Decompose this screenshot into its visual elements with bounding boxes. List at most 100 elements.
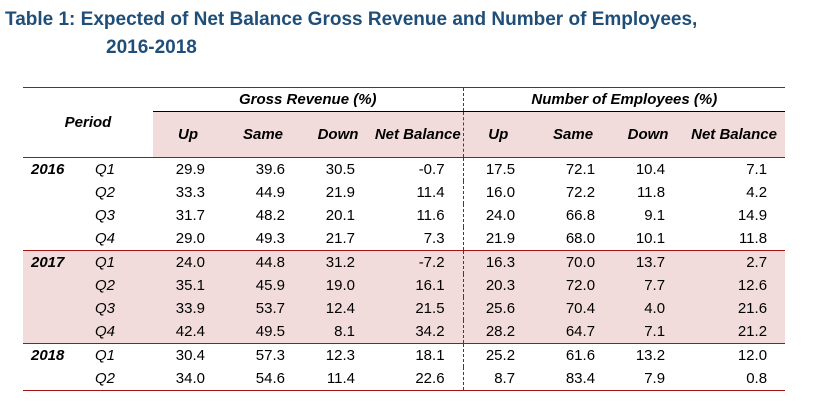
value-cell: 42.4 xyxy=(175,323,205,340)
value-cell: 13.2 xyxy=(613,343,684,367)
value-cell: 21.9 xyxy=(325,184,355,201)
value-cell: 8.1 xyxy=(334,323,355,340)
value-cell: 4.0 xyxy=(644,300,666,317)
value-cell: 14.9 xyxy=(737,207,768,224)
value-cell: 66.8 xyxy=(565,207,596,224)
value-cell: 28.2 xyxy=(485,323,516,340)
year-cell xyxy=(23,367,93,391)
table-row: Q2 33.3 44.9 21.9 11.4 16.0 72.2 11.8 4.2 xyxy=(23,181,785,204)
value-cell: 49.3 xyxy=(255,230,285,247)
table-row: Q2 35.1 45.9 19.0 16.1 20.3 72.0 7.7 12.6 xyxy=(23,274,786,297)
quarter-cell: Q1 xyxy=(93,343,153,367)
value-cell: 19.0 xyxy=(325,277,355,294)
table-row: 2016 Q1 29.9 39.6 30.5 -0.7 17.5 72.1 10.4 7.1 xyxy=(23,157,786,181)
table-row: Q3 31.7 48.2 20.1 11.6 24.0 66.8 9.1 14.9 xyxy=(23,204,785,227)
value-cell: 4.2 xyxy=(746,184,768,201)
value-cell: 13.7 xyxy=(613,250,684,274)
value-cell: 2.7 xyxy=(683,250,786,274)
value-cell: 11.8 xyxy=(738,230,768,247)
value-cell: 12.6 xyxy=(737,277,768,294)
value-cell: 48.2 xyxy=(255,207,285,224)
value-cell: 68.0 xyxy=(565,230,596,247)
quarter-cell: Q2 xyxy=(93,367,153,391)
gross-revenue-header: Gross Revenue (%) xyxy=(153,87,464,112)
value-cell: 64.7 xyxy=(565,323,596,340)
value-cell: 30.5 xyxy=(303,157,373,181)
value-cell: 0.8 xyxy=(683,367,786,391)
value-cell: 12.0 xyxy=(683,343,786,367)
table-row: Q4 42.4 49.5 8.1 34.2 28.2 64.7 7.1 21.2 xyxy=(23,320,786,344)
table-row: Q2 34.0 54.6 11.4 22.6 8.7 83.4 7.9 0.8 xyxy=(23,367,786,391)
value-cell: 20.3 xyxy=(485,277,516,294)
col-down-emp: Down xyxy=(627,125,669,143)
value-cell: 34.0 xyxy=(153,367,223,391)
value-cell: 17.5 xyxy=(463,157,534,181)
value-cell: 20.1 xyxy=(325,207,355,224)
value-cell: 16.1 xyxy=(373,274,464,297)
value-cell: 16.3 xyxy=(463,250,534,274)
value-cell: 33.3 xyxy=(175,184,205,201)
value-cell: 54.6 xyxy=(223,367,303,391)
col-down-gross: Down xyxy=(317,125,359,143)
value-cell: 7.1 xyxy=(644,323,666,340)
value-cell: 25.2 xyxy=(463,343,534,367)
value-cell: 35.1 xyxy=(175,277,205,294)
value-cell: 9.1 xyxy=(644,207,666,224)
year-cell: 2016 xyxy=(23,157,93,181)
value-cell: 10.1 xyxy=(635,230,666,247)
value-cell: 11.4 xyxy=(373,181,464,204)
employees-header: Number of Employees (%) xyxy=(463,87,786,112)
value-cell: 7.3 xyxy=(373,227,464,251)
col-net-emp: Net Balance xyxy=(691,125,777,143)
value-cell: 8.7 xyxy=(463,367,534,391)
quarter-cell: Q4 xyxy=(95,323,116,340)
quarter-cell: Q1 xyxy=(93,157,153,181)
col-same-gross: Same xyxy=(242,125,284,143)
period-header: Period xyxy=(23,87,153,158)
value-cell: 11.6 xyxy=(373,204,464,227)
value-cell: 53.7 xyxy=(255,300,285,317)
table-body: 2016 Q1 29.9 39.6 30.5 -0.7 17.5 72.1 10.4 7.1 Q2 3… xyxy=(23,157,786,391)
quarter-cell: Q4 xyxy=(95,230,116,247)
year-cell xyxy=(23,297,93,320)
value-cell: -0.7 xyxy=(373,157,464,181)
quarter-cell: Q2 xyxy=(95,277,116,294)
year-cell xyxy=(23,274,93,297)
year-cell xyxy=(23,181,93,204)
year-cell xyxy=(23,227,93,251)
value-cell: 44.8 xyxy=(223,250,303,274)
value-cell: 70.4 xyxy=(565,300,596,317)
value-cell: 12.4 xyxy=(325,300,355,317)
value-cell: 21.7 xyxy=(325,230,355,247)
year-cell xyxy=(23,320,93,344)
value-cell: 49.5 xyxy=(255,323,285,340)
value-cell: 11.8 xyxy=(636,184,666,201)
value-cell: 21.5 xyxy=(373,297,464,320)
value-cell: 70.0 xyxy=(533,250,614,274)
title-line-1: Table 1: Expected of Net Balance Gross R… xyxy=(5,9,698,30)
value-cell: 12.3 xyxy=(303,343,373,367)
table-row: Q4 29.0 49.3 21.7 7.3 21.9 68.0 10.1 11.8 xyxy=(23,227,785,251)
col-net-gross: Net Balance xyxy=(373,111,464,158)
value-cell: 16.0 xyxy=(485,184,516,201)
value-cell: 44.9 xyxy=(255,184,285,201)
quarter-cell: Q1 xyxy=(93,250,153,274)
value-cell: 24.0 xyxy=(153,250,223,274)
year-cell xyxy=(23,204,93,227)
value-cell: 7.9 xyxy=(613,367,684,391)
year-cell: 2017 xyxy=(23,250,93,274)
value-cell: 21.2 xyxy=(737,323,768,340)
col-same-emp: Same xyxy=(553,125,594,143)
value-cell: -7.2 xyxy=(373,250,464,274)
year-cell: 2018 xyxy=(23,343,93,367)
value-cell: 7.7 xyxy=(644,277,666,294)
table-row: Q3 33.9 53.7 12.4 21.5 25.6 70.4 4.0 21.6 xyxy=(23,297,786,320)
value-cell: 21.9 xyxy=(485,230,516,247)
value-cell: 18.1 xyxy=(373,343,464,367)
value-cell: 31.2 xyxy=(303,250,373,274)
quarter-cell: Q3 xyxy=(95,207,116,224)
value-cell: 72.0 xyxy=(565,277,596,294)
value-cell: 33.9 xyxy=(175,300,205,317)
value-cell: 61.6 xyxy=(533,343,614,367)
value-cell: 29.9 xyxy=(153,157,223,181)
